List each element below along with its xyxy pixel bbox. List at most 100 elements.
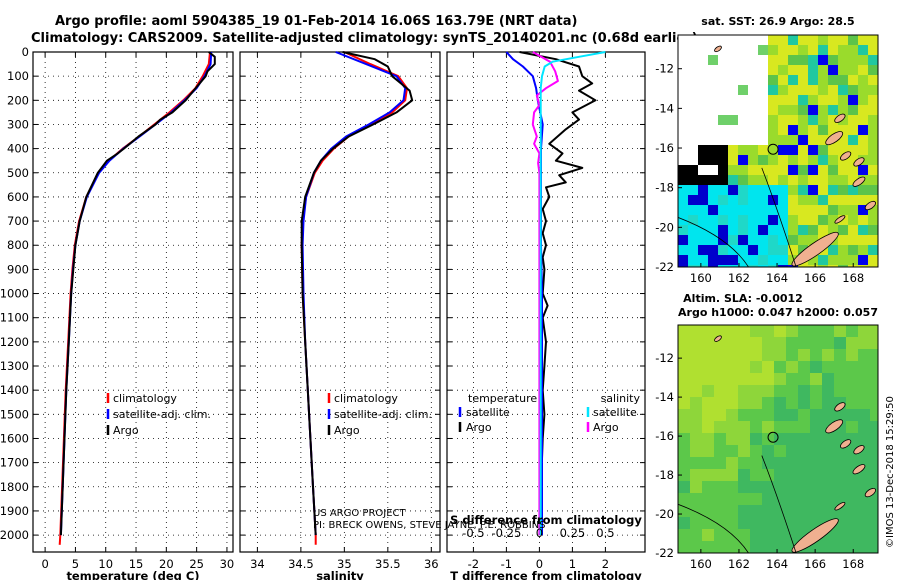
x-tick-label-6: 30 <box>220 557 235 571</box>
map-cell <box>778 195 788 205</box>
map-cell <box>774 457 786 469</box>
map-cell <box>822 469 834 481</box>
map-cell <box>768 115 778 125</box>
map-cell <box>748 65 758 75</box>
map-cell <box>748 95 758 105</box>
island-3 <box>852 176 866 187</box>
map-cell <box>714 541 726 553</box>
map-cell <box>834 457 846 469</box>
map-ytick-label-5: -22 <box>655 546 674 560</box>
map-cell <box>818 175 828 185</box>
map-cell <box>822 493 834 505</box>
map-cell <box>808 125 818 135</box>
map-ytick-label-0: -12 <box>655 351 674 365</box>
map-cell <box>846 325 858 337</box>
map-cell <box>750 541 762 553</box>
map-cell <box>690 493 702 505</box>
map-cell <box>688 205 698 215</box>
map-cell <box>846 541 858 553</box>
map-cell <box>698 155 708 165</box>
map-cell <box>738 421 750 433</box>
map-cell <box>758 45 768 55</box>
map-cell <box>714 421 726 433</box>
map-cell <box>868 215 878 225</box>
map-cell <box>822 541 834 553</box>
map-cell <box>738 75 748 85</box>
island-7 <box>834 502 846 511</box>
x-tick-label-5: 25 <box>189 557 204 571</box>
map-cell <box>714 433 726 445</box>
map-ytick-label-2: -16 <box>655 141 674 155</box>
map-xtick-label-3: 166 <box>804 557 826 571</box>
map-cell <box>788 75 798 85</box>
map-cell <box>678 385 690 397</box>
map-cell <box>762 445 774 457</box>
y-tick-label-20: 2000 <box>0 528 29 542</box>
map-cell <box>678 35 688 45</box>
profile-location-marker <box>767 143 779 155</box>
map-cell <box>798 165 808 175</box>
map-cell <box>858 185 868 195</box>
map-cell <box>728 95 738 105</box>
map-cell <box>762 457 774 469</box>
map-xtick-label-0: 160 <box>690 271 712 285</box>
map-cell <box>858 85 868 95</box>
map-cell <box>748 175 758 185</box>
map-cell <box>848 85 858 95</box>
map-cell <box>738 529 750 541</box>
series-argo <box>300 51 414 536</box>
map-cell <box>726 421 738 433</box>
map-cell <box>798 445 810 457</box>
map-cell <box>768 245 778 255</box>
map-cell <box>868 35 878 45</box>
map-cell <box>702 337 714 349</box>
map-cell <box>698 195 708 205</box>
map-cell <box>808 145 818 155</box>
map-cell <box>738 265 748 267</box>
map-cell <box>708 65 718 75</box>
map-cell <box>768 85 778 95</box>
y-tick-label-9: 900 <box>7 262 29 276</box>
map-cell <box>688 265 698 267</box>
map-cell <box>718 215 728 225</box>
map-xtick-label-2: 164 <box>766 557 788 571</box>
map-cell <box>788 135 798 145</box>
y-tick-label-0: 0 <box>22 45 29 59</box>
map-cell <box>758 235 768 245</box>
map-cell <box>798 517 810 529</box>
map-cell <box>798 397 810 409</box>
map-cell <box>698 95 708 105</box>
map-cell <box>690 505 702 517</box>
map-cell <box>786 385 798 397</box>
map-cell <box>688 195 698 205</box>
map-cell <box>786 493 798 505</box>
x2-tick-label-2: 0 <box>536 526 543 540</box>
map-cell <box>728 175 738 185</box>
map-cell <box>858 125 868 135</box>
map-cell <box>868 95 878 105</box>
map-cell <box>678 265 688 267</box>
map-cell <box>868 125 878 135</box>
map-cell <box>848 45 858 55</box>
island-2 <box>853 445 865 455</box>
map-cell <box>688 245 698 255</box>
map-cell <box>762 541 774 553</box>
map-cell <box>758 155 768 165</box>
map-cell <box>828 185 838 195</box>
map-cell <box>798 457 810 469</box>
map-cell <box>846 349 858 361</box>
map-cell <box>750 445 762 457</box>
x-axis-label: salinity <box>316 569 364 580</box>
map-cell <box>810 373 822 385</box>
map-cell <box>828 205 838 215</box>
island-3 <box>852 464 866 475</box>
map-cell <box>718 85 728 95</box>
map-cell <box>678 373 690 385</box>
map-cell <box>828 225 838 235</box>
map-cell <box>768 135 778 145</box>
map-cell <box>728 185 738 195</box>
map-cell <box>728 245 738 255</box>
map-cell <box>714 481 726 493</box>
map-cell <box>698 255 708 265</box>
map-cell <box>758 225 768 235</box>
